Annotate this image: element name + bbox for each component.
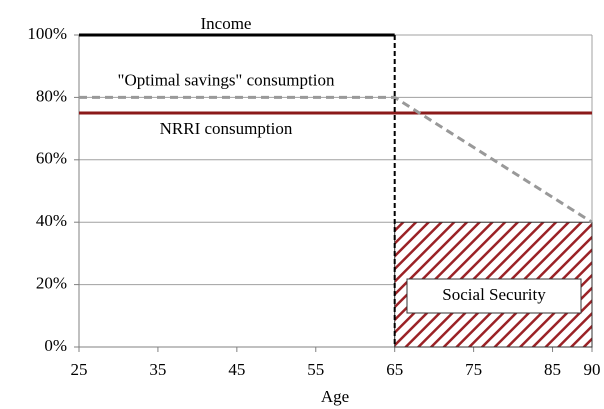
line	[79, 95, 593, 224]
y-tick-label: 80%	[36, 86, 67, 105]
y-tick-label: 20%	[36, 274, 67, 293]
x-tick-label: 75	[465, 360, 482, 379]
line-label: NRRI consumption	[160, 119, 293, 138]
label-bg	[117, 70, 335, 90]
x-axis-title: Age	[321, 387, 349, 406]
y-tick-label: 100%	[27, 24, 67, 43]
x-tick-label: 90	[584, 360, 601, 379]
x-tick-label: 65	[386, 360, 403, 379]
x-tick-label: 35	[149, 360, 166, 379]
x-tick-label: 45	[228, 360, 245, 379]
area-label: Social Security	[442, 285, 546, 304]
x-tick-label: 55	[307, 360, 324, 379]
y-tick-label: 0%	[44, 336, 67, 355]
line-label: Income	[201, 14, 252, 33]
x-tick-label: 85	[544, 360, 561, 379]
y-tick-label: 60%	[36, 149, 67, 168]
x-tick-label: 25	[71, 360, 88, 379]
y-tick-label: 40%	[36, 211, 67, 230]
label-box	[406, 278, 582, 314]
line-label: "Optimal savings" consumption	[118, 70, 335, 89]
